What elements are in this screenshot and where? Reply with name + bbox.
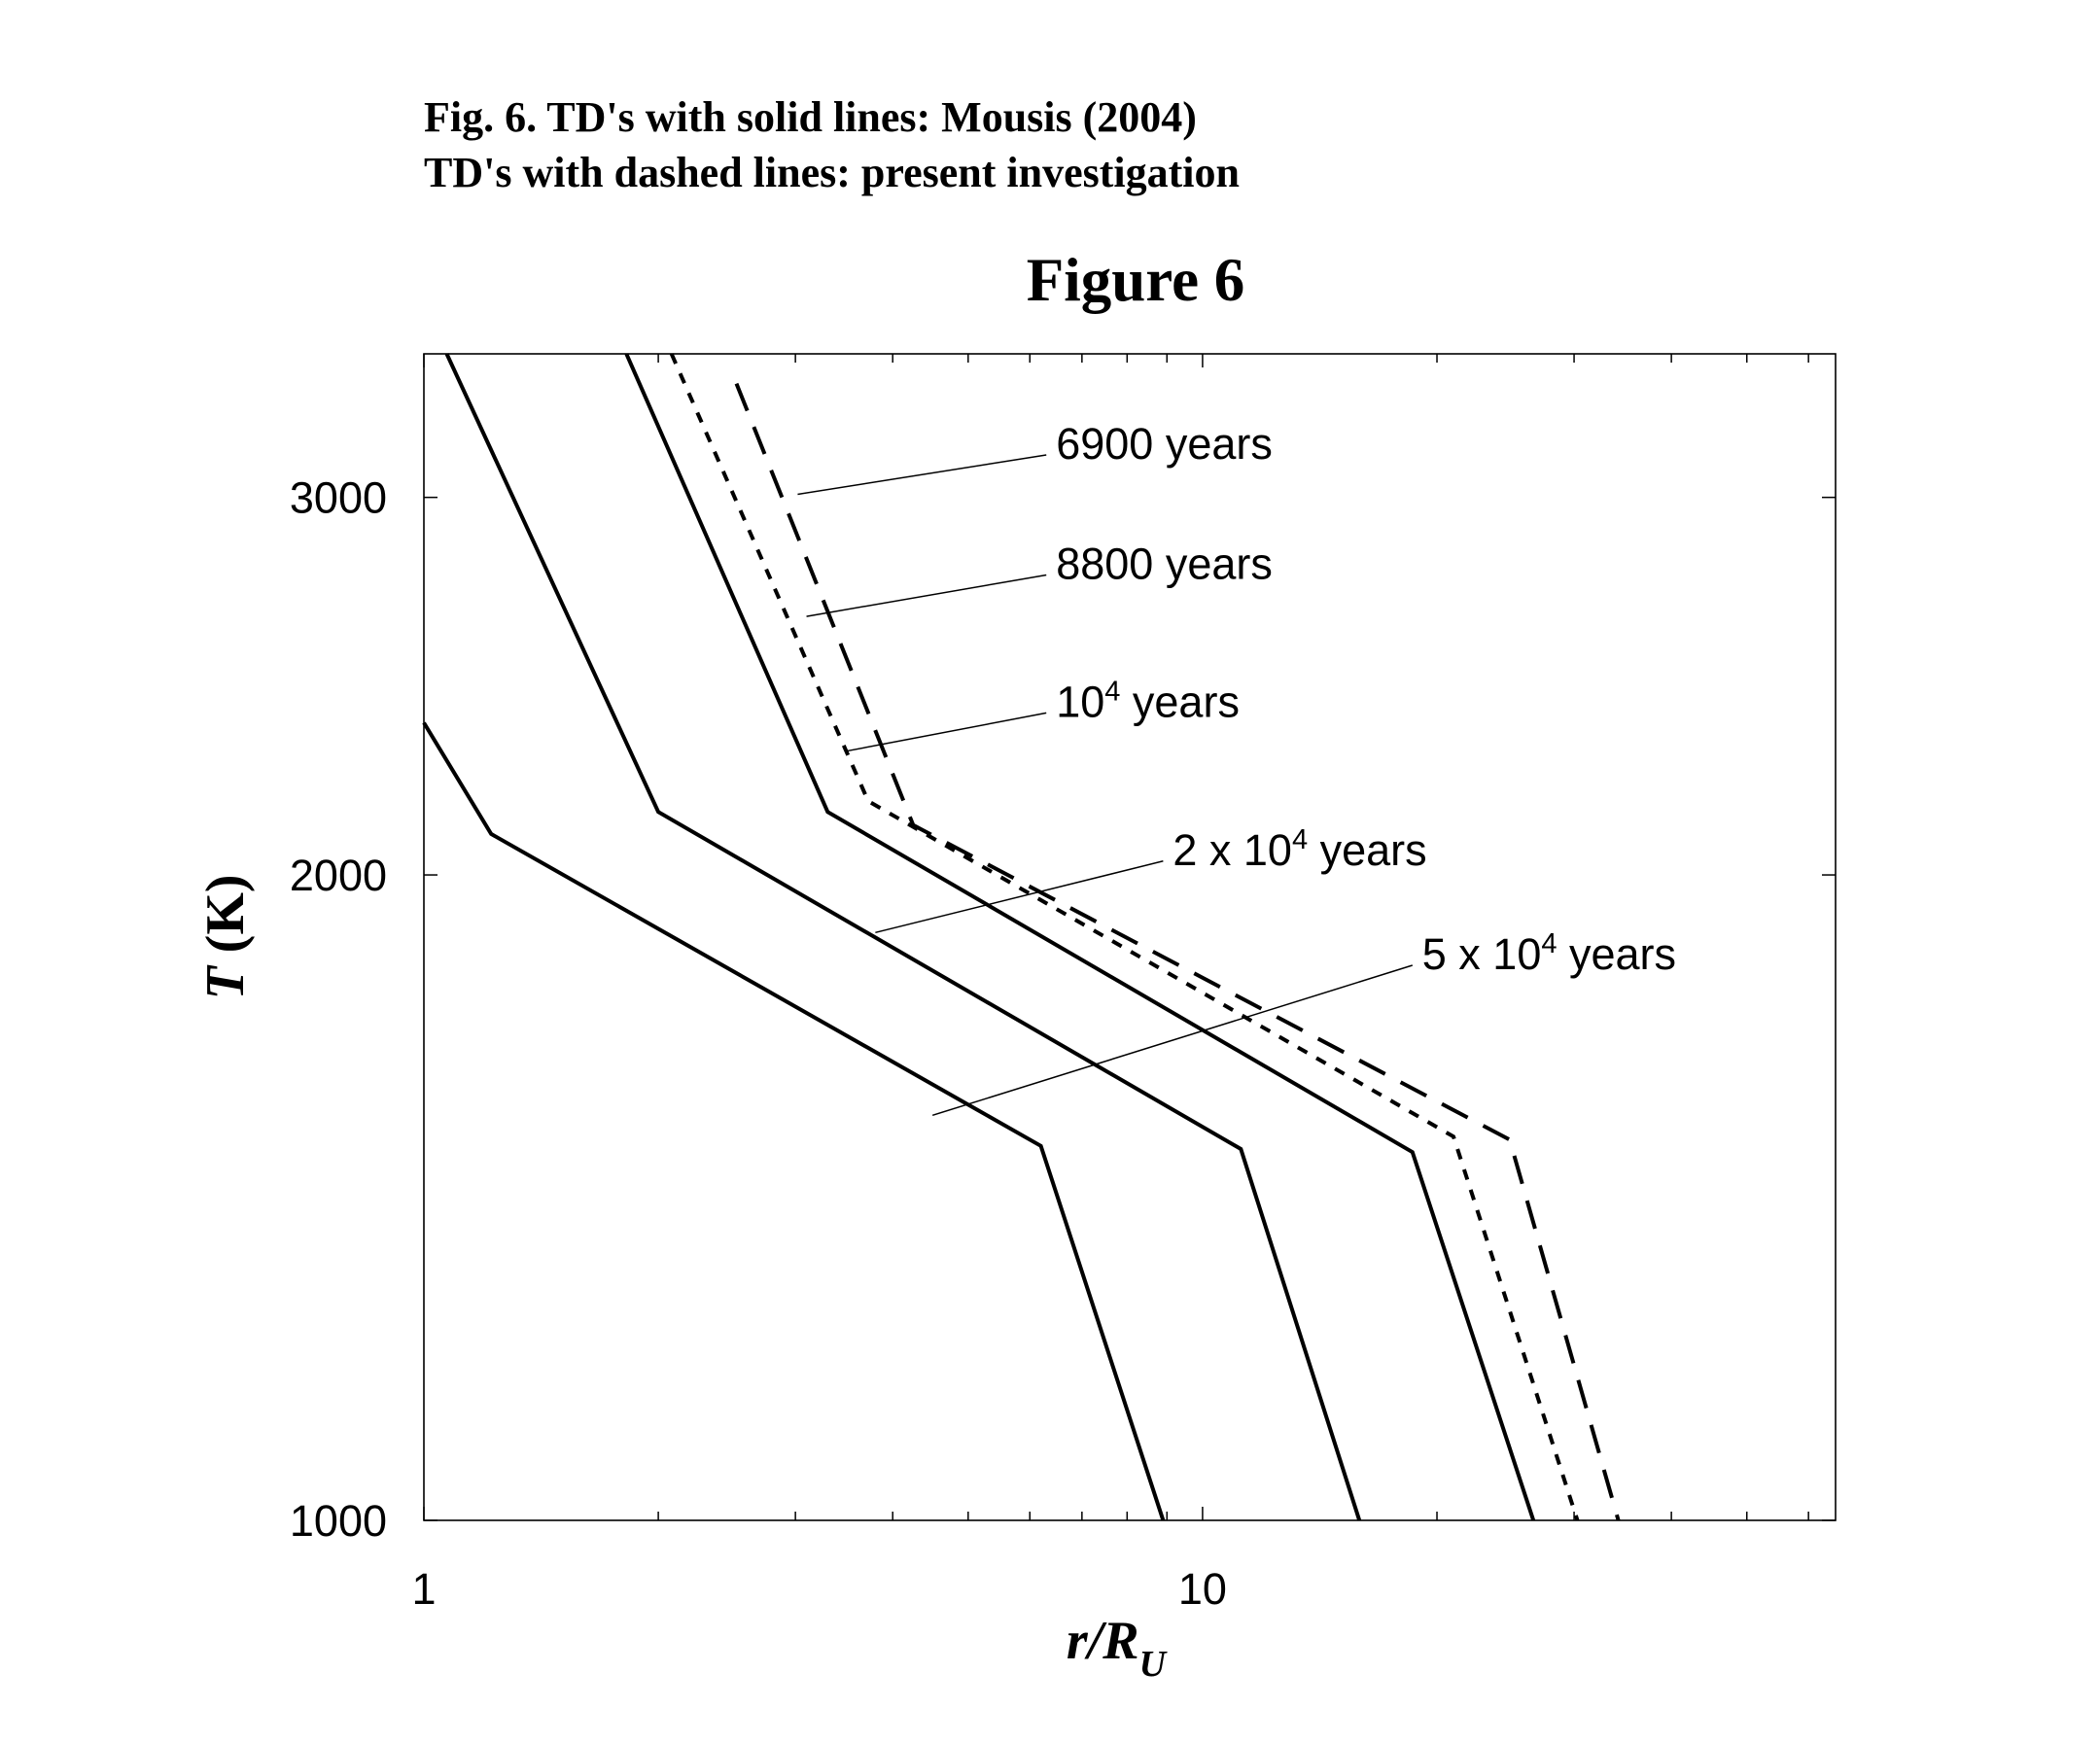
- series-solid-0: [422, 721, 1166, 1521]
- plot-frame: [423, 353, 1837, 1521]
- series-layer: [422, 353, 1621, 1521]
- y-axis-title: T (K): [195, 874, 256, 999]
- x-axis-title: r/RU: [1067, 1611, 1169, 1685]
- y-axis-ticks: [424, 496, 1836, 1521]
- series-solid-2: [624, 353, 1536, 1521]
- caption-line-2: TD's with dashed lines: present investig…: [424, 149, 1240, 196]
- chart-title: Figure 6: [1027, 246, 1245, 314]
- annotation-leader-3: [875, 860, 1164, 934]
- y-tick-label-1: 2000: [290, 851, 387, 900]
- annotation-label-sup-4: 4: [1541, 928, 1557, 959]
- annotation-label-4: 5 x 104 years: [1422, 928, 1676, 979]
- series-dotted-3: [669, 353, 1580, 1521]
- annotation-label-suffix-2: years: [1120, 677, 1240, 726]
- annotation-label-0: 6900 years: [1056, 419, 1273, 469]
- x-tick-label-0: 1: [411, 1564, 436, 1614]
- annotation-label-2: 104 years: [1056, 676, 1240, 726]
- annotation-leader-2: [847, 712, 1047, 752]
- y-tick-label-0: 1000: [290, 1496, 387, 1546]
- annotation-label-main-3: 2 x 10: [1172, 825, 1292, 875]
- series-solid-1: [444, 353, 1362, 1521]
- annotation-leader-0: [797, 454, 1047, 496]
- y-axis-title-italic: T: [195, 964, 256, 1000]
- x-axis-title-subscript: U: [1139, 1644, 1169, 1685]
- annotation-label-main-1: 8800 years: [1056, 540, 1273, 589]
- annotation-label-suffix-4: years: [1558, 929, 1677, 979]
- annotation-label-main-2: 10: [1056, 677, 1104, 726]
- annotation-label-1: 8800 years: [1056, 540, 1273, 589]
- annotation-leader-4: [931, 964, 1414, 1117]
- x-axis-tick-labels: 1 10: [411, 1564, 1226, 1614]
- x-axis-title-main: r/R: [1067, 1611, 1139, 1671]
- annotation-label-suffix-3: years: [1308, 825, 1427, 875]
- caption-line-1: Fig. 6. TD's with solid lines: Mousis (2…: [424, 93, 1197, 141]
- x-axis-ticks: [423, 354, 1809, 1520]
- annotation-label-main-4: 5 x 10: [1422, 929, 1542, 979]
- y-tick-label-2: 3000: [290, 473, 387, 523]
- figure-caption: Fig. 6. TD's with solid lines: Mousis (2…: [424, 89, 1240, 200]
- annotation-label-3: 2 x 104 years: [1172, 824, 1426, 875]
- y-axis-tick-labels: 1000 2000 3000: [290, 473, 387, 1546]
- annotation-leader-1: [806, 574, 1047, 617]
- annotation-label-main-0: 6900 years: [1056, 419, 1273, 469]
- annotation-label-sup-2: 4: [1104, 676, 1120, 707]
- annotation-label-sup-3: 4: [1292, 824, 1308, 855]
- x-tick-label-1: 10: [1178, 1564, 1227, 1614]
- series-dashed-4: [734, 382, 1621, 1521]
- y-axis-title-rest: (K): [195, 874, 256, 966]
